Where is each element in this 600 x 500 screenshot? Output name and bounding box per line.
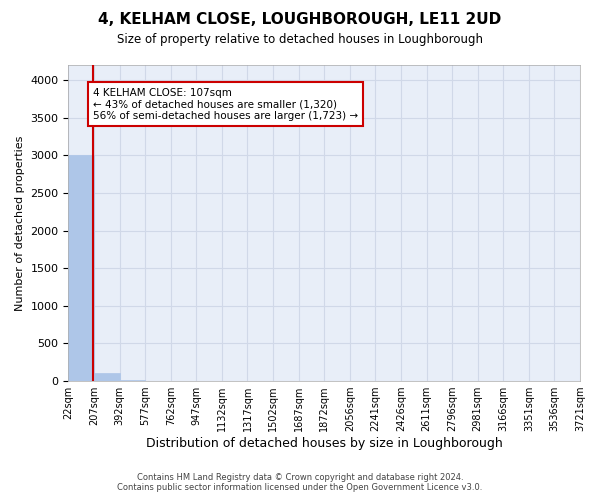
Bar [68,156,94,381]
X-axis label: Distribution of detached houses by size in Loughborough: Distribution of detached houses by size … [146,437,503,450]
Y-axis label: Number of detached properties: Number of detached properties [15,136,25,310]
Text: Size of property relative to detached houses in Loughborough: Size of property relative to detached ho… [117,32,483,46]
Text: 4, KELHAM CLOSE, LOUGHBOROUGH, LE11 2UD: 4, KELHAM CLOSE, LOUGHBOROUGH, LE11 2UD [98,12,502,28]
Text: Contains HM Land Registry data © Crown copyright and database right 2024.
Contai: Contains HM Land Registry data © Crown c… [118,473,482,492]
Bar [119,380,145,381]
Text: 4 KELHAM CLOSE: 107sqm
← 43% of detached houses are smaller (1,320)
56% of semi-: 4 KELHAM CLOSE: 107sqm ← 43% of detached… [93,88,358,121]
Bar [94,373,119,381]
